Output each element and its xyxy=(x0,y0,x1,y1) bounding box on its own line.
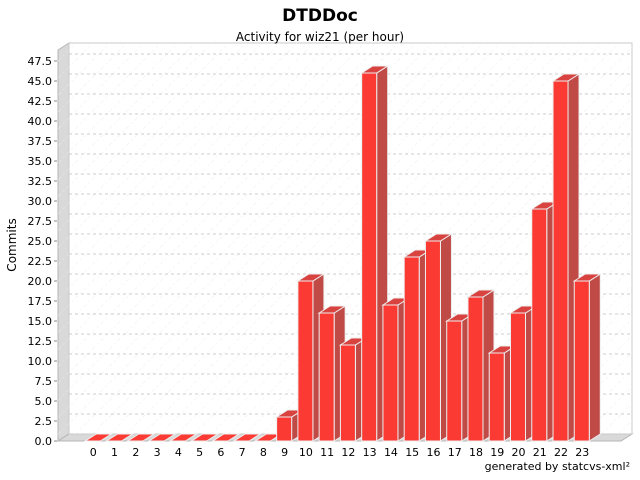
x-tick-label: 1 xyxy=(111,446,118,459)
chart-title: DTDDoc xyxy=(282,6,358,26)
x-tick-label: 2 xyxy=(132,446,139,459)
bar-top-face xyxy=(551,73,581,82)
bar-hour-3 xyxy=(147,433,177,442)
bar-hour-23 xyxy=(572,273,602,442)
x-tick-label: 23 xyxy=(575,446,589,459)
x-tick-label: 0 xyxy=(90,446,97,459)
y-tick-label: 0.0 xyxy=(35,435,53,448)
bar-front-face xyxy=(361,72,378,442)
bar-front-face xyxy=(276,416,293,442)
x-tick-label: 16 xyxy=(426,446,440,459)
x-tick-label: 8 xyxy=(260,446,267,459)
bar-zero-face xyxy=(211,433,241,442)
bar-front-face xyxy=(403,256,420,442)
bar-front-face xyxy=(531,208,548,442)
bar-front-face xyxy=(339,344,356,442)
chart-subtitle: Activity for wiz21 (per hour) xyxy=(235,30,405,44)
y-tick-label: 42.5 xyxy=(28,95,53,108)
x-axis: 0 1 2 3 4 5 6 7 8 9 10 11 12 13 14 15 16 17 18 19 20 21 22 23 xyxy=(90,446,589,459)
x-tick-label: 7 xyxy=(239,446,246,459)
bar-front-face xyxy=(573,280,590,442)
x-tick-label: 3 xyxy=(154,446,161,459)
x-tick-label: 11 xyxy=(320,446,334,459)
y-tick-label: 45.0 xyxy=(28,75,53,88)
bar-zero-face xyxy=(232,433,262,442)
x-tick-label: 22 xyxy=(554,446,568,459)
x-tick-label: 14 xyxy=(384,446,398,459)
bar-zero-face xyxy=(147,433,177,442)
bar-hour-0 xyxy=(83,433,114,442)
bar-front-face xyxy=(318,312,335,442)
x-tick-label: 6 xyxy=(217,446,224,459)
x-tick-label: 12 xyxy=(341,446,355,459)
bar-top-face xyxy=(317,305,347,314)
bar-zero-face xyxy=(104,433,135,442)
generator-credit: generated by statcvs-xml² xyxy=(484,460,630,473)
bar-zero-face xyxy=(168,433,199,442)
bar-hour-4 xyxy=(168,433,199,442)
y-tick-label: 7.5 xyxy=(35,375,53,388)
bar-front-face xyxy=(467,296,484,442)
bar-side-face xyxy=(588,273,601,442)
y-tick-label: 40.0 xyxy=(28,115,53,128)
x-tick-label: 18 xyxy=(469,446,483,459)
bar-hour-6 xyxy=(211,433,241,442)
y-axis-title: Commits xyxy=(5,218,19,271)
bar-top-face xyxy=(466,289,496,298)
y-tick-label: 47.5 xyxy=(28,55,53,68)
bar-front-face xyxy=(446,320,463,442)
y-tick-label: 20.0 xyxy=(28,275,53,288)
y-tick-label: 27.5 xyxy=(28,215,53,228)
x-tick-label: 9 xyxy=(281,446,288,459)
x-tick-label: 15 xyxy=(405,446,419,459)
y-tick-label: 10.0 xyxy=(28,355,53,368)
bar-top-face xyxy=(572,273,602,282)
y-tick-label: 17.5 xyxy=(28,295,53,308)
x-tick-label: 17 xyxy=(448,446,462,459)
bar-zero-face xyxy=(189,433,220,442)
x-tick-label: 20 xyxy=(512,446,526,459)
y-tick-label: 12.5 xyxy=(28,335,53,348)
bar-hour-7 xyxy=(232,433,262,442)
bar-front-face xyxy=(552,80,569,442)
bar-top-face xyxy=(296,273,326,282)
x-tick-label: 5 xyxy=(196,446,203,459)
bar-top-face xyxy=(359,65,390,74)
bar-hour-1 xyxy=(104,433,135,442)
x-tick-label: 21 xyxy=(533,446,547,459)
bar-hour-5 xyxy=(189,433,220,442)
y-tick-label: 32.5 xyxy=(28,175,53,188)
bar-front-face xyxy=(382,304,399,442)
x-tick-label: 13 xyxy=(363,446,377,459)
bar-front-face xyxy=(488,352,505,442)
bar-front-face xyxy=(424,240,441,442)
x-tick-label: 10 xyxy=(299,446,313,459)
bar-front-face xyxy=(510,312,526,442)
y-tick-label: 5.0 xyxy=(35,395,53,408)
bar-zero-face xyxy=(126,433,156,442)
y-tick-label: 37.5 xyxy=(28,135,53,148)
bar-zero-face xyxy=(83,433,114,442)
bar-front-face xyxy=(297,280,314,442)
y-tick-label: 2.5 xyxy=(35,415,53,428)
y-tick-label: 25.0 xyxy=(28,235,53,248)
left-wall-texture xyxy=(58,43,69,441)
bar-hour-2 xyxy=(126,433,156,442)
y-tick-label: 22.5 xyxy=(28,255,53,268)
y-tick-label: 15.0 xyxy=(28,315,53,328)
bar-top-face xyxy=(423,233,454,242)
y-tick-label: 30.0 xyxy=(28,195,53,208)
y-tick-label: 35.0 xyxy=(28,155,53,168)
x-tick-label: 19 xyxy=(490,446,504,459)
x-tick-label: 4 xyxy=(175,446,182,459)
y-axis: 0.0 2.5 5.0 7.5 10.0 12.5 15.0 17.5 20.0 22.5 25.0… xyxy=(28,55,57,448)
